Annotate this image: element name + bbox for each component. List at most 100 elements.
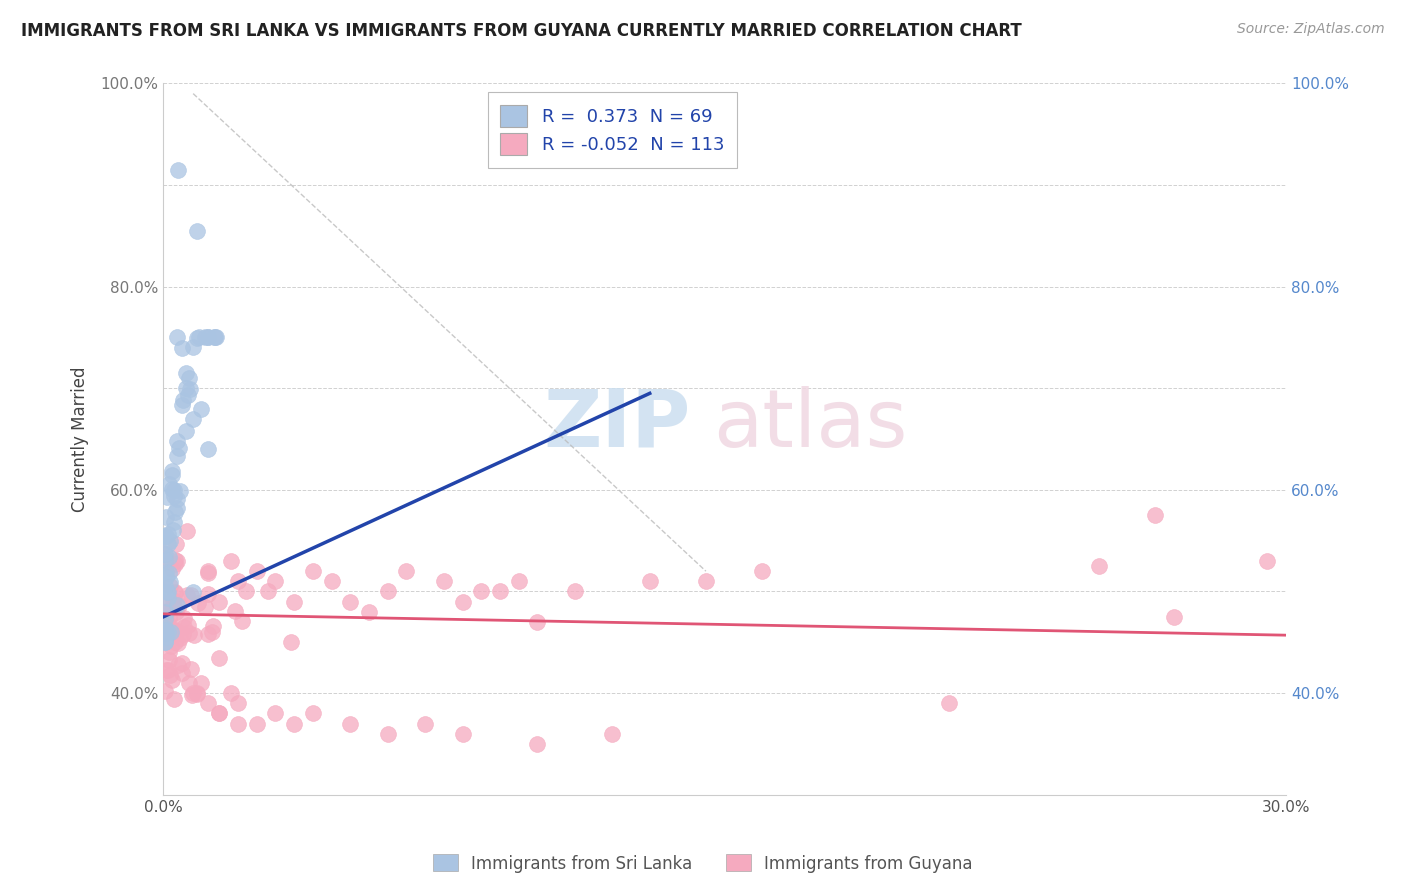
Point — [167, 598, 190, 612]
Point — [177, 618, 200, 632]
Point — [173, 610, 195, 624]
Point — [638, 574, 661, 589]
Point — [451, 727, 474, 741]
Point — [153, 529, 176, 543]
Point — [163, 623, 186, 637]
Point — [339, 594, 361, 608]
Point — [166, 491, 188, 506]
Point — [190, 401, 212, 416]
Point — [165, 537, 187, 551]
Point — [170, 341, 193, 355]
Point — [339, 716, 361, 731]
Point — [1143, 508, 1166, 523]
Point — [163, 557, 186, 571]
Point — [433, 574, 456, 589]
Point — [413, 716, 436, 731]
Point — [166, 636, 188, 650]
Point — [160, 625, 183, 640]
Point — [162, 467, 184, 482]
Point — [451, 594, 474, 608]
Point — [167, 162, 190, 177]
Point — [170, 665, 193, 680]
Point — [160, 623, 183, 637]
Point — [186, 687, 208, 701]
Point — [163, 692, 186, 706]
Point — [188, 330, 211, 344]
Point — [194, 330, 217, 344]
Point — [264, 574, 287, 589]
Point — [166, 330, 188, 344]
Point — [157, 645, 180, 659]
Text: IMMIGRANTS FROM SRI LANKA VS IMMIGRANTS FROM GUYANA CURRENTLY MARRIED CORRELATIO: IMMIGRANTS FROM SRI LANKA VS IMMIGRANTS … — [21, 22, 1022, 40]
Point — [564, 584, 586, 599]
Point — [197, 696, 219, 710]
Point — [166, 434, 188, 449]
Y-axis label: Currently Married: Currently Married — [72, 367, 89, 512]
Point — [155, 630, 177, 644]
Point — [174, 425, 197, 439]
Point — [166, 554, 188, 568]
Point — [159, 579, 181, 593]
Point — [155, 529, 177, 543]
Point — [194, 600, 217, 615]
Legend: R =  0.373  N = 69, R = -0.052  N = 113: R = 0.373 N = 69, R = -0.052 N = 113 — [488, 93, 737, 168]
Point — [186, 686, 208, 700]
Point — [155, 510, 177, 524]
Point — [176, 524, 198, 538]
Text: ZIP: ZIP — [544, 386, 690, 464]
Point — [283, 594, 305, 608]
Point — [197, 587, 219, 601]
Point — [163, 635, 186, 649]
Point — [180, 588, 202, 602]
Point — [156, 584, 179, 599]
Point — [157, 664, 180, 678]
Point — [226, 696, 249, 710]
Point — [197, 330, 219, 344]
Point — [157, 591, 180, 605]
Point — [163, 599, 186, 614]
Point — [938, 696, 960, 710]
Point — [526, 615, 548, 629]
Point — [179, 676, 201, 690]
Point — [377, 584, 399, 599]
Point — [526, 737, 548, 751]
Point — [157, 652, 180, 666]
Point — [1088, 559, 1111, 574]
Point — [600, 727, 623, 741]
Point — [169, 442, 191, 456]
Legend: Immigrants from Sri Lanka, Immigrants from Guyana: Immigrants from Sri Lanka, Immigrants fr… — [426, 847, 980, 880]
Point — [181, 686, 204, 700]
Point — [153, 634, 176, 648]
Point — [155, 663, 177, 677]
Point — [167, 657, 190, 672]
Point — [280, 635, 302, 649]
Point — [1256, 554, 1278, 568]
Point — [302, 706, 325, 721]
Point — [208, 651, 231, 665]
Point — [155, 490, 177, 504]
Point — [751, 564, 773, 578]
Point — [377, 727, 399, 741]
Point — [160, 482, 183, 496]
Text: atlas: atlas — [713, 386, 908, 464]
Point — [166, 500, 188, 515]
Point — [153, 635, 176, 649]
Point — [181, 585, 204, 599]
Point — [163, 515, 186, 529]
Point — [156, 527, 179, 541]
Point — [153, 579, 176, 593]
Point — [163, 483, 186, 498]
Point — [160, 639, 183, 653]
Point — [155, 570, 177, 584]
Point — [283, 716, 305, 731]
Point — [197, 442, 219, 457]
Point — [155, 565, 177, 579]
Point — [202, 619, 225, 633]
Point — [208, 706, 231, 721]
Point — [153, 684, 176, 698]
Point — [180, 662, 202, 676]
Point — [357, 605, 380, 619]
Point — [224, 604, 246, 618]
Point — [153, 547, 176, 561]
Point — [187, 596, 209, 610]
